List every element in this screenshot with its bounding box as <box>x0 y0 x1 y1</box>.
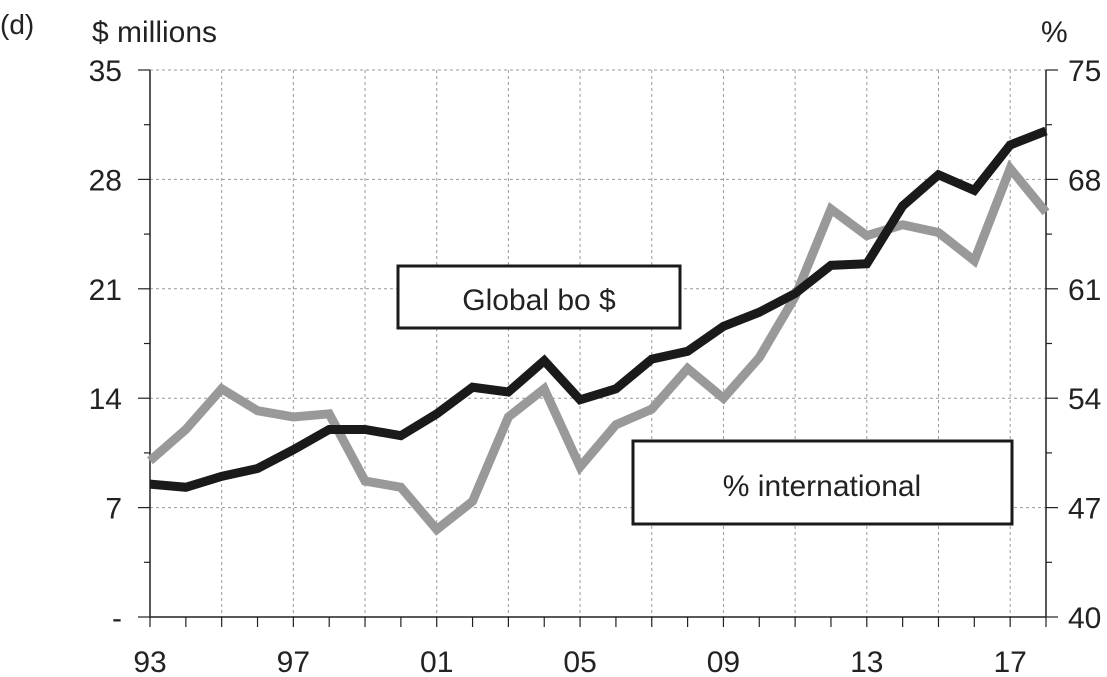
series-line-global-bo <box>149 126 1048 492</box>
x-tick-label: 09 <box>707 646 740 677</box>
left-y-tick-label: 7 <box>105 493 122 526</box>
right-y-tick-label: 61 <box>1068 274 1101 307</box>
left-axis-title: $ millions <box>92 16 217 49</box>
series-line-pct-international <box>147 159 1050 536</box>
annotation-international: % international <box>631 439 1014 526</box>
panel-label: (d) <box>0 9 34 40</box>
left-y-tick-label: 35 <box>89 55 122 88</box>
x-tick-label: 97 <box>277 646 310 677</box>
annotation-global-bo: Global bo $ <box>396 264 682 330</box>
tick-labels: 93 97 01 05 09 13 17 - 7 14 21 28 35 40 47 54 61 68 75 <box>89 55 1102 677</box>
right-y-tick-label: 40 <box>1068 602 1101 635</box>
x-tick-label: 05 <box>563 646 596 677</box>
right-y-tick-label: 47 <box>1068 493 1101 526</box>
x-tick-label: 01 <box>420 646 453 677</box>
x-tick-label: 93 <box>133 646 166 677</box>
right-y-tick-label: 75 <box>1068 55 1101 88</box>
left-y-tick-label: 28 <box>89 164 122 197</box>
left-y-tick-label: 14 <box>89 383 122 416</box>
x-tick-label: 17 <box>993 646 1026 677</box>
grid <box>150 69 1046 617</box>
axes <box>138 69 1058 627</box>
left-y-tick-label: - <box>112 602 122 635</box>
right-y-tick-label: 54 <box>1068 383 1101 416</box>
right-axis-title: % <box>1041 16 1068 49</box>
annotation-international-text: % international <box>723 470 921 503</box>
x-tick-label: 13 <box>850 646 883 677</box>
left-y-tick-label: 21 <box>89 274 122 307</box>
right-y-tick-label: 68 <box>1068 164 1101 197</box>
annotation-global-bo-text: Global bo $ <box>462 284 616 317</box>
series-lines <box>147 126 1050 536</box>
